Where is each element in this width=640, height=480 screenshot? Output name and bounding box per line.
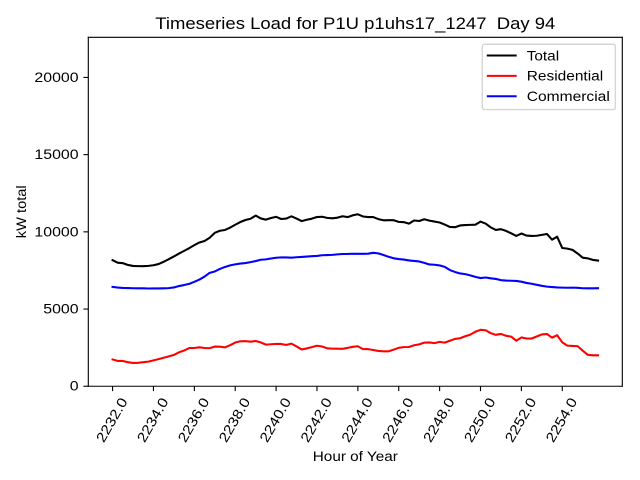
svg-text:Commercial: Commercial — [527, 88, 610, 104]
svg-text:Hour of Year: Hour of Year — [313, 448, 398, 464]
svg-text:kW total: kW total — [13, 185, 29, 238]
svg-text:0: 0 — [70, 378, 79, 394]
svg-text:15000: 15000 — [34, 146, 78, 162]
svg-text:10000: 10000 — [34, 223, 78, 239]
svg-text:Residential: Residential — [527, 68, 603, 84]
svg-text:20000: 20000 — [34, 69, 78, 85]
svg-text:5000: 5000 — [43, 301, 79, 317]
svg-text:Total: Total — [527, 47, 559, 63]
svg-text:Timeseries Load for P1U p1uhs1: Timeseries Load for P1U p1uhs17_1247 Day… — [155, 14, 555, 33]
